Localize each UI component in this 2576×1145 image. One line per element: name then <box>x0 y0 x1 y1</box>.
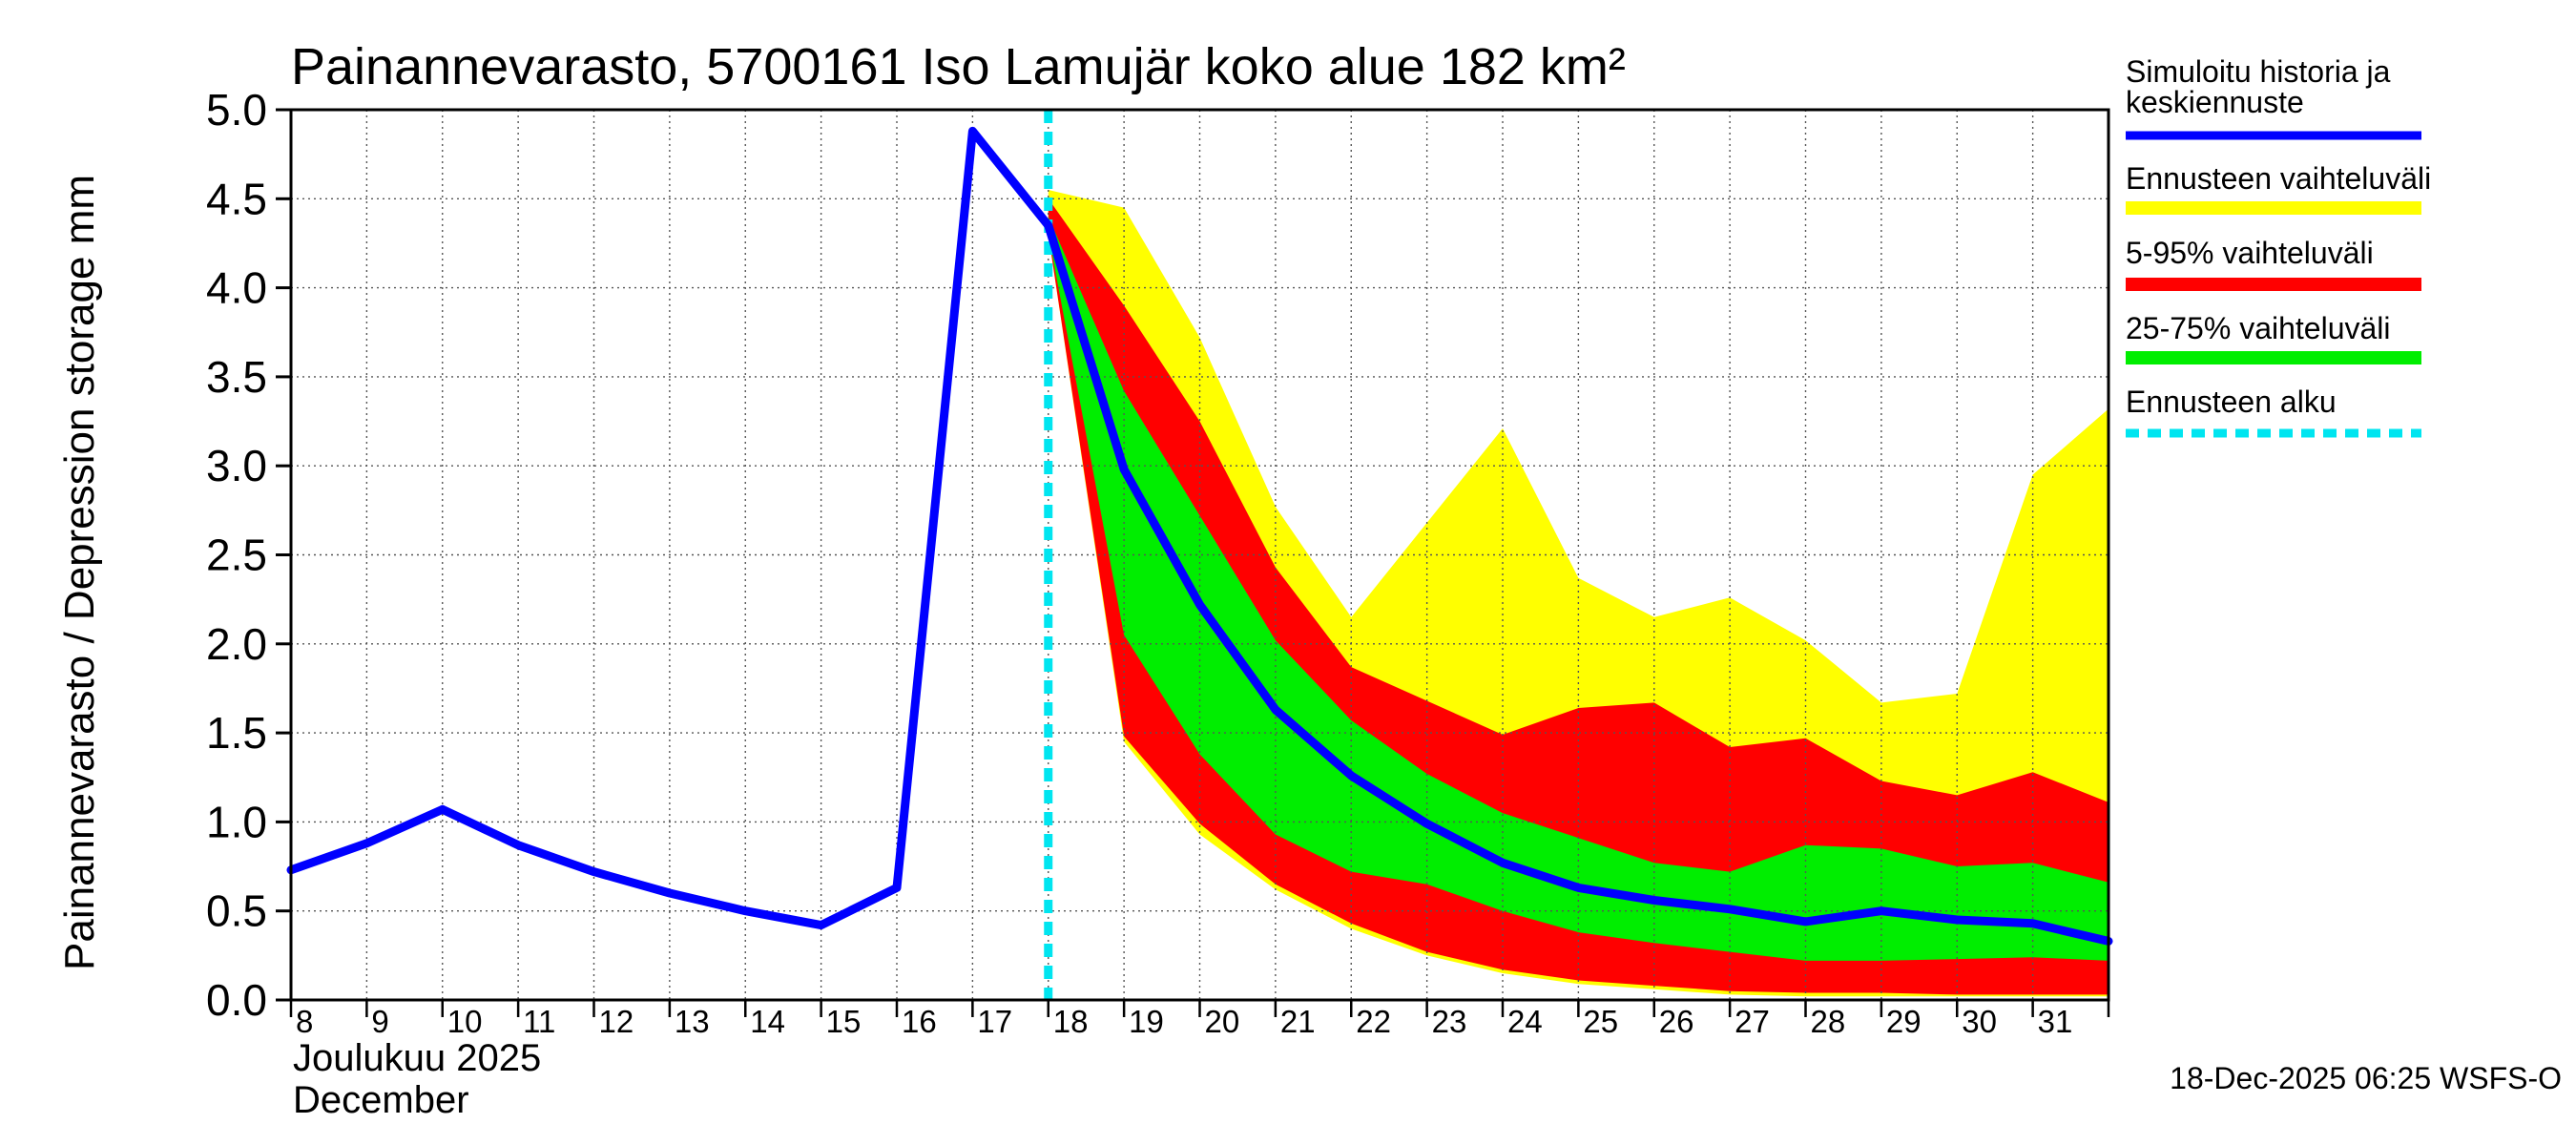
y-tick-label: 0.0 <box>206 975 267 1025</box>
y-tick-label: 1.0 <box>206 797 267 846</box>
x-tick-label: 22 <box>1356 1004 1391 1039</box>
x-tick-label: 17 <box>977 1004 1012 1039</box>
x-tick-label: 12 <box>599 1004 634 1039</box>
x-tick-label: 31 <box>2038 1004 2073 1039</box>
x-tick-label: 11 <box>523 1004 555 1039</box>
x-tick-label: 26 <box>1659 1004 1694 1039</box>
x-tick-label: 23 <box>1432 1004 1467 1039</box>
chart-title: Painannevarasto, 5700161 Iso Lamujär kok… <box>291 38 1626 95</box>
plot-area: 0.0 0.5 1.0 1.5 2.0 2.5 3.0 3.5 4.0 4.5 5.0 8 9 10 11 1… <box>206 85 2113 1121</box>
x-tick-label: 10 <box>447 1004 483 1039</box>
legend-label: Simuloitu historia ja <box>2126 54 2391 89</box>
y-tick-label: 0.5 <box>206 886 267 936</box>
x-tick-label: 24 <box>1507 1004 1543 1039</box>
x-tick-label: 28 <box>1811 1004 1846 1039</box>
x-tick-label: 15 <box>826 1004 862 1039</box>
y-tick-label: 3.5 <box>206 352 267 402</box>
legend-label: Ennusteen vaihteluväli <box>2126 161 2431 196</box>
x-tick-label: 16 <box>902 1004 937 1039</box>
x-tick-label: 30 <box>1962 1004 1997 1039</box>
y-tick-label: 5.0 <box>206 85 267 135</box>
x-tick-label: 18 <box>1053 1004 1089 1039</box>
month-label-fi: Joulukuu 2025 <box>293 1037 541 1079</box>
x-tick-label: 20 <box>1205 1004 1240 1039</box>
x-tick-label: 13 <box>675 1004 710 1039</box>
y-tick-label: 2.5 <box>206 531 267 580</box>
month-label-en: December <box>293 1079 469 1121</box>
y-tick-label: 4.5 <box>206 174 267 223</box>
y-tick-label: 3.0 <box>206 441 267 490</box>
x-tick-label: 21 <box>1280 1004 1316 1039</box>
y-tick-label: 2.0 <box>206 619 267 669</box>
legend-label: keskiennuste <box>2126 85 2304 119</box>
y-axis-label: Painannevarasto / Depression storage mm <box>56 175 103 970</box>
x-tick-label: 27 <box>1735 1004 1770 1039</box>
legend-label: 25-75% vaihteluväli <box>2126 311 2391 345</box>
x-tick-label: 8 <box>296 1004 313 1039</box>
forecast-25-75-band <box>1048 217 2109 961</box>
x-tick-label: 14 <box>750 1004 785 1039</box>
y-tick-label: 4.0 <box>206 263 267 313</box>
legend-label: Ennusteen alku <box>2126 385 2337 419</box>
timestamp-footer: 18-Dec-2025 06:25 WSFS-O <box>2170 1061 2562 1095</box>
y-tick-label: 1.5 <box>206 708 267 758</box>
x-tick-label: 25 <box>1583 1004 1618 1039</box>
history-and-median-line <box>286 126 2113 946</box>
legend-label: 5-95% vaihteluväli <box>2126 236 2374 270</box>
x-tick-label: 29 <box>1886 1004 1922 1039</box>
x-tick-label: 19 <box>1129 1004 1164 1039</box>
x-tick-label: 9 <box>371 1004 388 1039</box>
